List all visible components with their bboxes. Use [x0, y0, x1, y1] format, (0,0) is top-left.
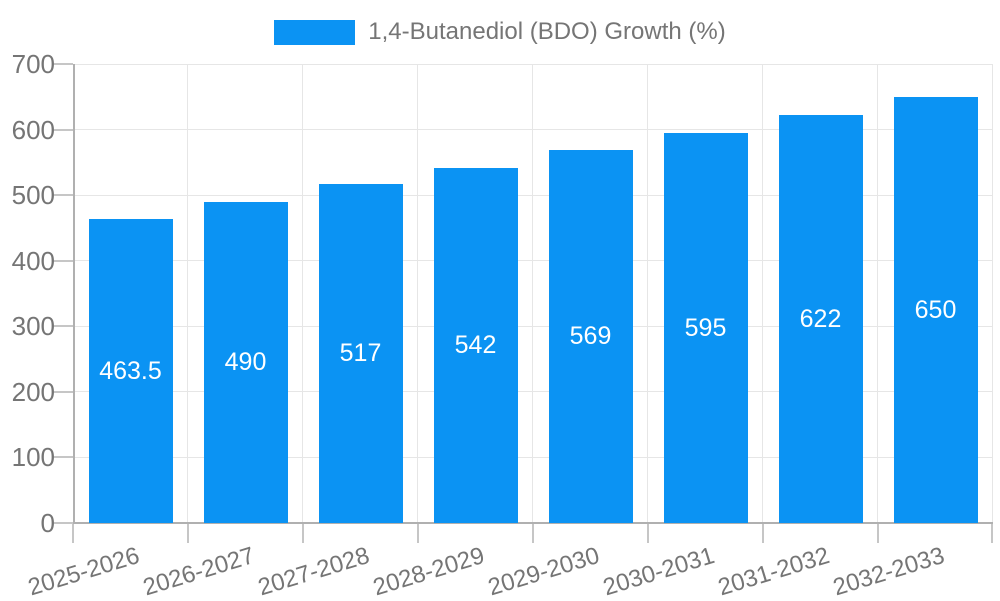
- y-axis-tick: [53, 128, 73, 131]
- y-axis-tick: [53, 325, 73, 328]
- x-axis-tick: [417, 523, 419, 543]
- bar: [548, 149, 633, 523]
- x-gridline: [647, 64, 648, 523]
- x-axis-tick: [647, 523, 649, 543]
- x-tick-label: 2026-2027: [139, 542, 258, 601]
- x-axis-tick: [532, 523, 534, 543]
- y-gridline: [73, 260, 993, 262]
- x-axis-tick: [991, 523, 993, 543]
- bar-value-label: 542: [454, 331, 497, 360]
- bar-value-label: 490: [224, 348, 267, 377]
- x-tick-label: 2030-2031: [599, 542, 718, 601]
- x-tick-label: 2025-2026: [24, 542, 143, 601]
- bar: [663, 132, 748, 523]
- x-gridline: [187, 64, 188, 523]
- y-gridline: [73, 63, 993, 65]
- x-gridline: [877, 64, 878, 523]
- y-axis-line: [73, 64, 75, 523]
- y-axis-tick: [53, 194, 73, 197]
- plot-area: 0 100 200 300 400 500 600 700 463.5 2025-2026 490 2…: [12, 51, 993, 601]
- x-gridline: [417, 64, 418, 523]
- y-tick-label: 300: [11, 311, 55, 342]
- x-tick-label: 2032-2033: [829, 542, 948, 601]
- y-gridline: [73, 456, 993, 458]
- y-axis-tick: [53, 522, 73, 524]
- x-axis-tick: [877, 523, 879, 543]
- bar: [318, 184, 403, 523]
- x-axis-tick: [762, 523, 764, 543]
- bar-value-label: 517: [339, 339, 382, 368]
- bar-value-label: 595: [684, 313, 727, 342]
- x-tick-label: 2027-2028: [254, 542, 373, 601]
- legend-swatch-icon: [274, 19, 356, 45]
- y-tick-label: 0: [40, 508, 55, 538]
- bar-value-label: 622: [799, 305, 842, 334]
- x-axis-tick: [72, 523, 74, 543]
- y-gridline: [73, 391, 993, 393]
- y-axis-tick: [53, 456, 73, 459]
- y-axis-tick: [53, 259, 73, 262]
- y-gridline: [73, 129, 993, 131]
- bar: [203, 201, 288, 523]
- y-tick-label: 400: [11, 245, 55, 276]
- x-tick-label: 2031-2032: [714, 542, 833, 601]
- bar: [893, 96, 978, 523]
- x-axis-tick: [302, 523, 304, 543]
- y-axis-tick: [53, 390, 73, 393]
- bar: [433, 167, 518, 523]
- x-gridline: [992, 64, 993, 523]
- y-gridline: [73, 194, 993, 196]
- x-gridline: [302, 64, 303, 523]
- bar-value-label: 569: [569, 322, 612, 351]
- y-tick-label: 700: [11, 49, 55, 79]
- x-tick-label: 2028-2029: [369, 542, 488, 601]
- x-gridline: [532, 64, 533, 523]
- x-axis-tick: [187, 523, 189, 543]
- x-tick-label: 2029-2030: [484, 542, 603, 601]
- y-gridline: [73, 325, 993, 327]
- legend[interactable]: 1,4-Butanediol (BDO) Growth (%): [0, 17, 1000, 47]
- y-tick-label: 500: [11, 180, 55, 211]
- bar: [778, 115, 863, 523]
- y-tick-label: 100: [11, 442, 55, 473]
- bar: [88, 219, 173, 523]
- legend-label: 1,4-Butanediol (BDO) Growth (%): [368, 18, 726, 45]
- bar-value-label: 463.5: [99, 357, 162, 386]
- y-tick-label: 600: [11, 114, 55, 145]
- y-axis-tick: [53, 63, 73, 65]
- y-tick-label: 200: [11, 376, 55, 407]
- x-gridline: [762, 64, 763, 523]
- bar-value-label: 650: [914, 295, 957, 324]
- x-axis-line: [73, 522, 993, 524]
